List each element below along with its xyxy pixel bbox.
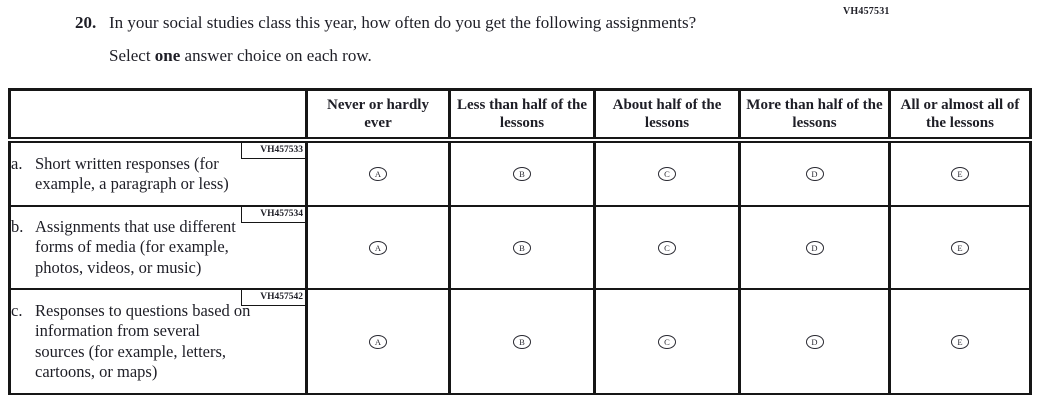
row-b-stem-cell: VH457534 b. Assignments that use differe… [8, 205, 308, 290]
column-header-about-half: About half of the lessons [593, 88, 741, 143]
row-c-option-a-bubble[interactable]: A [369, 334, 387, 349]
row-c-stem-cell: VH457542 c. Responses to questions based… [8, 288, 308, 395]
row-a-option-b-bubble[interactable]: B [513, 167, 531, 182]
question-accession-code: VH457531 [843, 6, 890, 17]
row-c-cell-less-than-half: B [448, 288, 596, 395]
row-b-accession-code: VH457534 [241, 207, 305, 223]
column-header-never: Never or hardly ever [305, 88, 451, 143]
row-c-cell-about-half: C [593, 288, 741, 395]
row-a-option-c-bubble[interactable]: C [658, 167, 676, 182]
row-a-option-e-bubble[interactable]: E [951, 167, 969, 182]
row-b-cell-less-than-half: B [448, 205, 596, 290]
question-block: 20. In your social studies class this ye… [75, 12, 865, 67]
header-row: Never or hardly ever Less than half of t… [8, 88, 1032, 143]
row-c-letter: c. [11, 300, 23, 320]
row-a-option-d-bubble[interactable]: D [805, 167, 824, 182]
row-c-accession-code: VH457542 [241, 290, 305, 306]
row-c-cell-never: A [305, 288, 451, 395]
column-header-all: All or almost all of the lessons [888, 88, 1032, 143]
row-a-cell-about-half: C [593, 139, 741, 207]
row-c-text: Responses to questions based on informat… [35, 300, 251, 382]
row-a-stem-cell: VH457533 a. Short written responses (for… [8, 139, 308, 207]
row-a-cell-never: A [305, 139, 451, 207]
header-empty-cell [8, 88, 308, 143]
row-c-cell-all: E [888, 288, 1032, 395]
row-a-option-a-bubble[interactable]: A [369, 167, 387, 182]
table-row-a: VH457533 a. Short written responses (for… [8, 139, 1032, 207]
row-b-cell-all: E [888, 205, 1032, 290]
row-a-cell-all: E [888, 139, 1032, 207]
row-a-text: Short written responses (for example, a … [35, 153, 229, 194]
row-c-option-d-bubble[interactable]: D [805, 334, 824, 349]
row-b-option-a-bubble[interactable]: A [369, 240, 387, 255]
row-b-text: Assignments that use different forms of … [35, 216, 236, 277]
instruction-suffix: answer choice on each row. [180, 46, 372, 65]
column-header-more-than-half: More than half of the lessons [738, 88, 891, 143]
response-matrix-table: Never or hardly ever Less than half of t… [8, 88, 1032, 395]
question-text: In your social studies class this year, … [109, 13, 697, 32]
instruction-bold-word: one [154, 46, 181, 65]
row-a-accession-code: VH457533 [241, 143, 305, 159]
row-c-option-b-bubble[interactable]: B [513, 334, 531, 349]
row-c-option-e-bubble[interactable]: E [951, 334, 969, 349]
table-row-c: VH457542 c. Responses to questions based… [8, 288, 1032, 395]
row-c-cell-more-than-half: D [738, 288, 891, 395]
column-header-less-than-half: Less than half of the lessons [448, 88, 596, 143]
row-a-cell-more-than-half: D [738, 139, 891, 207]
row-c-option-c-bubble[interactable]: C [658, 334, 676, 349]
row-b-option-b-bubble[interactable]: B [513, 240, 531, 255]
row-b-letter: b. [11, 216, 24, 236]
row-a-cell-less-than-half: B [448, 139, 596, 207]
row-b-option-d-bubble[interactable]: D [805, 240, 824, 255]
row-b-cell-about-half: C [593, 205, 741, 290]
question-number: 20. [75, 13, 97, 32]
row-b-option-e-bubble[interactable]: E [951, 240, 969, 255]
table-row-b: VH457534 b. Assignments that use differe… [8, 205, 1032, 290]
row-b-option-c-bubble[interactable]: C [658, 240, 676, 255]
instruction-prefix: Select [109, 46, 155, 65]
question-instruction: Select one answer choice on each row. [75, 45, 865, 67]
row-b-cell-never: A [305, 205, 451, 290]
row-b-cell-more-than-half: D [738, 205, 891, 290]
row-a-letter: a. [11, 153, 23, 173]
